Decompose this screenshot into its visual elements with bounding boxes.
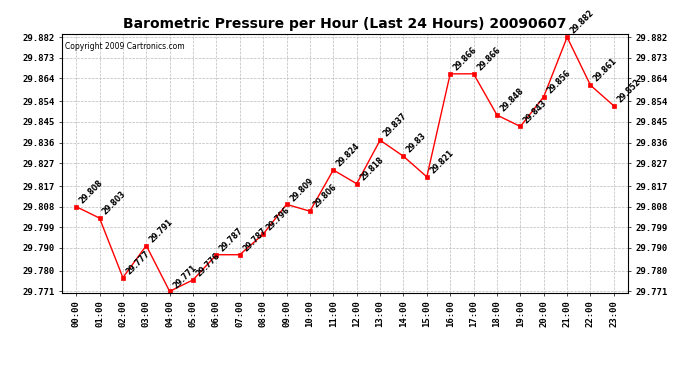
Text: 29.83: 29.83	[405, 132, 428, 155]
Text: 29.824: 29.824	[335, 141, 362, 169]
Text: 29.806: 29.806	[311, 183, 338, 210]
Text: 29.776: 29.776	[195, 251, 221, 279]
Text: 29.861: 29.861	[592, 57, 619, 84]
Text: 29.791: 29.791	[148, 217, 175, 244]
Text: 29.866: 29.866	[451, 45, 479, 72]
Text: 29.848: 29.848	[498, 87, 526, 114]
Text: 29.866: 29.866	[475, 45, 502, 72]
Text: 29.787: 29.787	[218, 226, 245, 254]
Text: 29.856: 29.856	[545, 68, 572, 95]
Text: 29.882: 29.882	[569, 9, 595, 36]
Text: 29.837: 29.837	[382, 112, 408, 139]
Title: Barometric Pressure per Hour (Last 24 Hours) 20090607: Barometric Pressure per Hour (Last 24 Ho…	[124, 17, 566, 31]
Text: 29.843: 29.843	[522, 98, 549, 125]
Text: Copyright 2009 Cartronics.com: Copyright 2009 Cartronics.com	[65, 42, 184, 51]
Text: 29.771: 29.771	[171, 263, 198, 290]
Text: 29.777: 29.777	[124, 249, 152, 276]
Text: 29.796: 29.796	[264, 206, 292, 233]
Text: 29.787: 29.787	[241, 226, 268, 254]
Text: 29.821: 29.821	[428, 148, 455, 176]
Text: 29.818: 29.818	[358, 155, 385, 182]
Text: 29.852: 29.852	[615, 78, 642, 105]
Text: 29.808: 29.808	[77, 178, 105, 205]
Text: 29.803: 29.803	[101, 190, 128, 217]
Text: 29.809: 29.809	[288, 176, 315, 203]
